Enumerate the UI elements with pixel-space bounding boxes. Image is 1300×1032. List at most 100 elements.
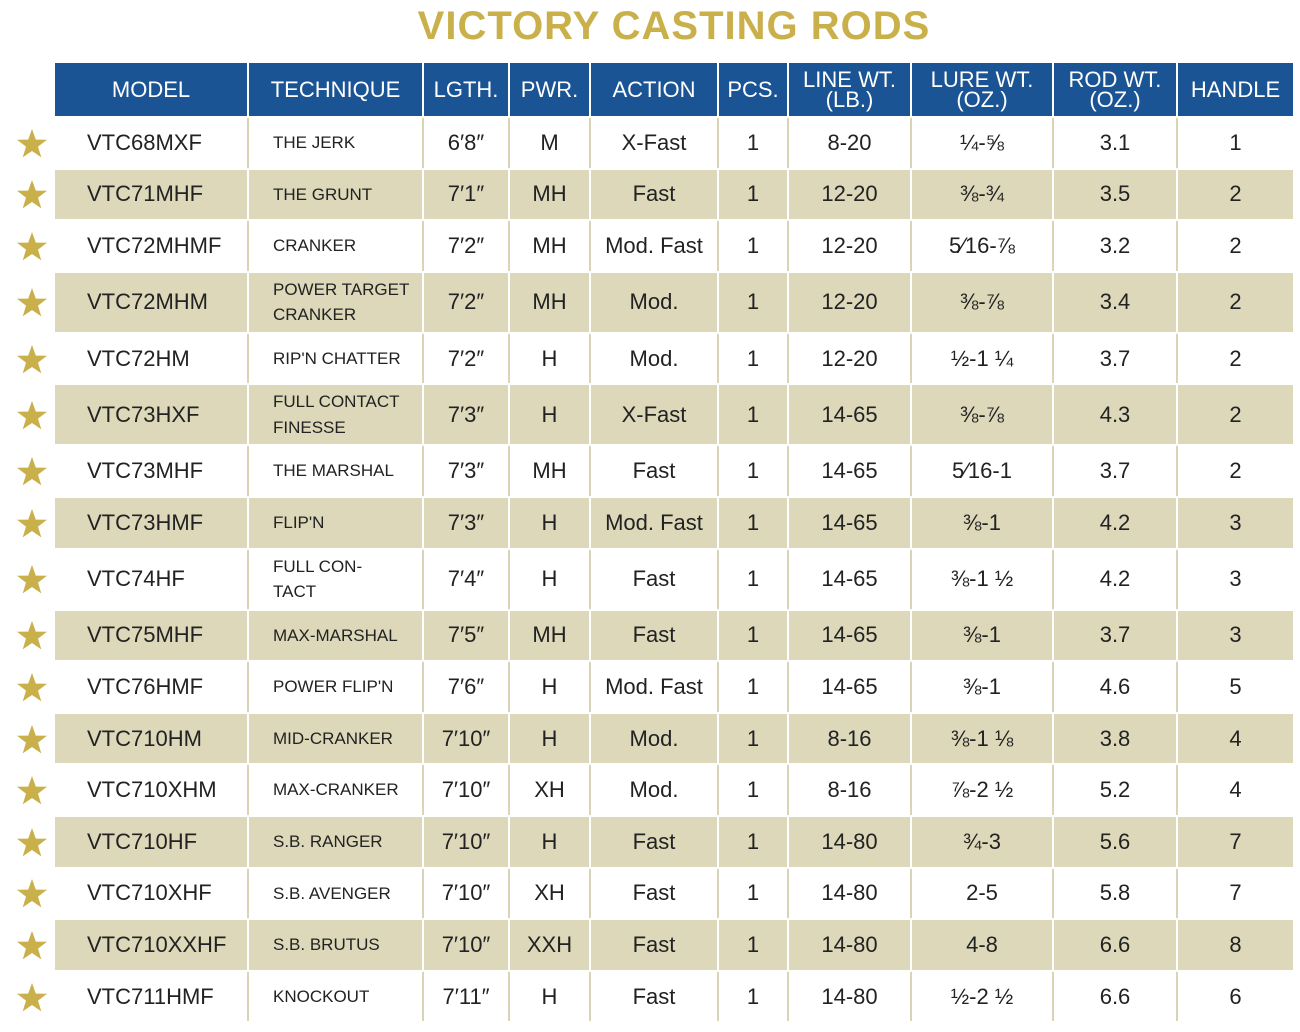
table-cell: 6 — [1229, 983, 1242, 1009]
table-row: VTC73MHF THE MARSHAL 7′3″ MH Fast 1 14-65 5⁄16-… — [55, 446, 1293, 498]
table-cell: MID-CRANKER — [249, 713, 424, 764]
table-cell: H — [510, 662, 591, 712]
table-row: VTC710XHF S.B. AVENGER 7′10″ XH Fast 1 14-80 2-… — [55, 868, 1293, 921]
table-cell: 6.6 — [1054, 971, 1178, 1022]
table-cell: 14-80 — [789, 868, 912, 919]
table-cell: 1 — [719, 971, 789, 1022]
table-cell: 12-20 — [789, 272, 912, 332]
star-icon — [17, 288, 47, 317]
table-cell: 4-8 — [912, 920, 1054, 970]
table-cell: 7′2″ — [424, 221, 510, 271]
table-cell: ⅜-1 — [912, 610, 1054, 661]
table-cell: 12-20 — [789, 169, 912, 220]
table-cell: H — [510, 549, 591, 609]
table-cell: MAX-MARSHAL — [249, 610, 424, 661]
table-cell: 7′3″ — [424, 385, 510, 445]
table-cell: 7′10″ — [424, 765, 510, 815]
table-cell: Fast — [591, 446, 719, 496]
table-cell: MH — [510, 610, 591, 661]
table-cell: 5.8 — [1054, 868, 1178, 919]
table-cell: 3 — [1229, 509, 1242, 535]
table-cell: 6.6 — [1054, 920, 1178, 970]
table-cell: 14-65 — [789, 385, 912, 445]
table-cell: 5 — [1229, 673, 1242, 699]
table-cell: X-Fast — [591, 385, 719, 445]
table-cell: VTC710HM — [55, 713, 249, 764]
table-cell: ⅜-⅞ — [912, 385, 1054, 445]
table-cell: 7′10″ — [424, 816, 510, 867]
table-cell: VTC68MXF — [55, 118, 249, 168]
table-cell: Mod. Fast — [591, 221, 719, 271]
table-row: VTC72MHM POWER TARGET CRANKER 7′2″ MH Mod. 1 1… — [55, 272, 1293, 334]
star-icon — [17, 508, 47, 538]
table-cell: Fast — [591, 549, 719, 609]
table-cell: 2 — [1229, 345, 1242, 371]
table-cell: Fast — [591, 920, 719, 970]
table-cell: 1 — [719, 221, 789, 271]
table-cell: Fast — [591, 816, 719, 867]
table-row: VTC73HXF FULL CONTACT FINESSE 7′3″ H X-Fast 1… — [55, 385, 1293, 447]
table-cell: THE JERK — [249, 118, 424, 168]
star-icon — [17, 724, 47, 753]
table-cell: 1 — [719, 549, 789, 609]
header-cell: HANDLE — [1190, 76, 1281, 102]
table: MODEL TECHNIQUE LGTH. PWR. ACTION PCS. LINE WT… — [55, 63, 1293, 1024]
table-cell: FULL CONTACT FINESSE — [249, 385, 424, 445]
header-cell: TECHNIQUE — [249, 63, 424, 116]
table-cell: XXH — [510, 920, 591, 970]
star — [17, 344, 47, 373]
star-icon — [17, 457, 47, 486]
table-cell: POWER FLIP'N — [249, 662, 424, 712]
table-cell: 5.2 — [1054, 765, 1178, 815]
table-cell: ⅜-⅞ — [912, 272, 1054, 332]
table-cell: S.B. RANGER — [249, 816, 424, 867]
table-cell: VTC710XHF — [55, 868, 249, 919]
table-row: VTC72HM RIP'N CHATTER 7′2″ H Mod. 1 12-20 ½-1 ¼… — [55, 333, 1293, 386]
header-cell: ACTION — [591, 63, 719, 116]
table-cell: 4 — [1229, 777, 1242, 803]
table-cell: 1 — [719, 765, 789, 815]
header-cell: PWR. — [510, 63, 591, 116]
table-cell: 1 — [719, 333, 789, 384]
star — [17, 931, 47, 960]
table-cell: Mod. — [591, 333, 719, 384]
table-cell: 1 — [719, 497, 789, 548]
table-row: VTC68MXF THE JERK 6′8″ M X-Fast 1 8-20 ¼-⅝ 3.1 1 — [55, 118, 1293, 170]
table-cell: ¼-⅝ — [912, 118, 1054, 168]
table-cell: VTC72HM — [55, 333, 249, 384]
table-cell: 3.4 — [1054, 272, 1178, 332]
table-cell: 1 — [719, 713, 789, 764]
table-cell: 14-80 — [789, 816, 912, 867]
table-cell: X-Fast — [591, 118, 719, 168]
star — [17, 508, 47, 538]
star — [17, 180, 47, 209]
table-cell: VTC74HF — [55, 549, 249, 609]
table-cell: THE MARSHAL — [249, 446, 424, 496]
table-cell: 2 — [1229, 181, 1242, 207]
star — [17, 128, 47, 158]
table-cell: 7′5″ — [424, 610, 510, 661]
star-icon — [17, 128, 47, 158]
table-cell: MAX-CRANKER — [249, 765, 424, 815]
table-cell: VTC710XXHF — [55, 920, 249, 970]
table-cell: 2 — [1229, 232, 1242, 258]
table-cell: ⅜-1 ½ — [912, 549, 1054, 609]
table-cell: 8-16 — [789, 713, 912, 764]
star — [17, 982, 47, 1011]
table-cell: CRANKER — [249, 221, 424, 271]
table-cell: 5⁄16-1 — [912, 446, 1054, 496]
table-cell: MH — [510, 221, 591, 271]
table-cell: 7′2″ — [424, 333, 510, 384]
table-cell: Mod. — [591, 765, 719, 815]
table-cell: 7′10″ — [424, 920, 510, 970]
star — [17, 400, 47, 430]
table-cell: VTC711HMF — [55, 971, 249, 1022]
table-cell: ⅜-1 — [912, 497, 1054, 548]
table-cell: Mod. — [591, 272, 719, 332]
header-cell: LINE WT. (LB.) — [789, 63, 912, 116]
table-cell: 2 — [1229, 458, 1242, 484]
table-cell: 4.6 — [1054, 662, 1178, 712]
table-cell: 7 — [1229, 828, 1242, 854]
table-row: VTC711HMF KNOCKOUT 7′11″ H Fast 1 14-80 ½-2 ½ 6.… — [55, 971, 1293, 1024]
